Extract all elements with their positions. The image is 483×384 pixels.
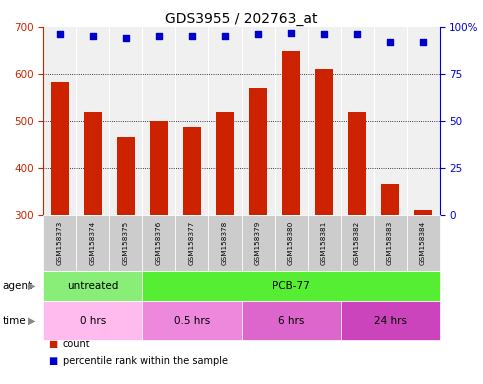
Bar — [414, 210, 432, 215]
Point — [419, 39, 427, 45]
Text: 6 hrs: 6 hrs — [278, 316, 304, 326]
Point — [320, 31, 328, 38]
Bar — [348, 112, 366, 215]
Bar — [216, 113, 234, 215]
Point — [122, 35, 130, 41]
Text: 0.5 hrs: 0.5 hrs — [174, 316, 210, 326]
Text: GSM158378: GSM158378 — [222, 221, 228, 265]
Text: GSM158377: GSM158377 — [189, 221, 195, 265]
Text: GSM158375: GSM158375 — [123, 221, 129, 265]
Text: 0 hrs: 0 hrs — [80, 316, 106, 326]
Text: GSM158383: GSM158383 — [387, 221, 393, 265]
Text: GSM158374: GSM158374 — [90, 221, 96, 265]
Point — [89, 33, 97, 40]
Text: percentile rank within the sample: percentile rank within the sample — [63, 356, 228, 366]
Point — [287, 30, 295, 36]
Bar — [381, 184, 399, 215]
Bar — [249, 88, 267, 215]
Point — [188, 33, 196, 40]
Bar — [315, 69, 333, 215]
Text: ▶: ▶ — [28, 281, 35, 291]
Point — [353, 31, 361, 38]
Text: ■: ■ — [48, 339, 57, 349]
Text: count: count — [63, 339, 90, 349]
Text: untreated: untreated — [67, 281, 119, 291]
Bar — [282, 51, 300, 215]
Text: GSM158382: GSM158382 — [354, 221, 360, 265]
Text: agent: agent — [2, 281, 32, 291]
Text: PCB-77: PCB-77 — [272, 281, 310, 291]
Bar — [84, 113, 102, 215]
Text: ■: ■ — [48, 356, 57, 366]
Text: ▶: ▶ — [28, 316, 35, 326]
Text: GSM158381: GSM158381 — [321, 221, 327, 265]
Point — [254, 31, 262, 38]
Point — [221, 33, 229, 40]
Point — [386, 39, 394, 45]
Bar — [51, 82, 69, 215]
Bar — [117, 137, 135, 215]
Text: GSM158379: GSM158379 — [255, 221, 261, 265]
Bar — [183, 127, 201, 215]
Text: 24 hrs: 24 hrs — [373, 316, 407, 326]
Bar — [150, 121, 168, 215]
Text: GSM158384: GSM158384 — [420, 221, 426, 265]
Text: GSM158376: GSM158376 — [156, 221, 162, 265]
Text: GSM158373: GSM158373 — [57, 221, 63, 265]
Title: GDS3955 / 202763_at: GDS3955 / 202763_at — [165, 12, 318, 26]
Point — [155, 33, 163, 40]
Text: time: time — [2, 316, 26, 326]
Text: GSM158380: GSM158380 — [288, 221, 294, 265]
Point — [56, 31, 64, 38]
